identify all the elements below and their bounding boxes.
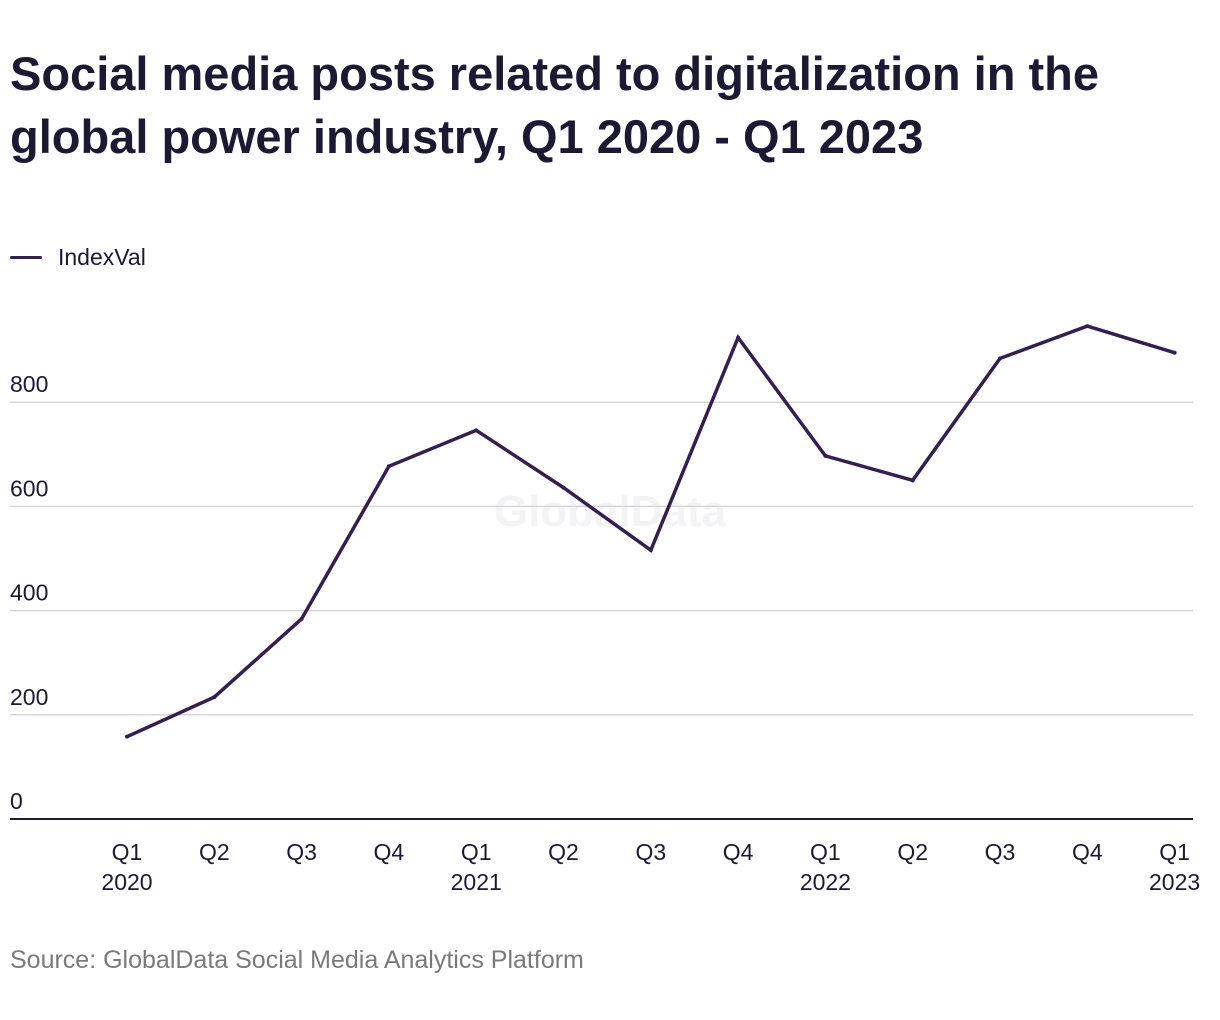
x-tick-label: Q4 xyxy=(374,839,405,865)
x-tick-label: Q3 xyxy=(286,839,317,865)
y-tick-label: 600 xyxy=(10,475,48,501)
y-tick-label: 200 xyxy=(10,684,48,710)
x-tick-label: Q1 xyxy=(810,839,841,865)
data-point xyxy=(474,428,479,433)
source-note: Source: GlobalData Social Media Analytic… xyxy=(10,946,584,974)
y-tick-label: 800 xyxy=(10,371,48,397)
x-tick-year-label: 2021 xyxy=(451,869,502,895)
y-tick-label: 0 xyxy=(10,788,23,814)
legend-label: IndexVal xyxy=(58,243,146,270)
y-tick-label: 400 xyxy=(10,580,48,606)
chart-legend: IndexVal xyxy=(10,243,146,271)
x-tick-year-label: 2023 xyxy=(1149,869,1200,895)
x-tick-year-label: 2022 xyxy=(800,869,851,895)
data-point xyxy=(386,464,391,469)
data-point xyxy=(1085,324,1090,329)
legend-swatch xyxy=(10,255,42,259)
x-tick-label: Q3 xyxy=(985,839,1016,865)
x-tick-label: Q4 xyxy=(1072,839,1103,865)
x-tick-label: Q2 xyxy=(897,839,928,865)
x-tick-label: Q1 xyxy=(461,839,492,865)
x-tick-label: Q2 xyxy=(548,839,579,865)
data-point xyxy=(125,734,129,739)
watermark: GlobalData xyxy=(494,487,727,536)
x-tick-label: Q2 xyxy=(199,839,230,865)
data-point xyxy=(910,478,915,483)
x-tick-label: Q3 xyxy=(635,839,666,865)
data-point xyxy=(561,485,566,490)
data-point xyxy=(648,548,653,553)
data-point xyxy=(299,616,304,621)
data-point xyxy=(998,356,1002,361)
data-point xyxy=(1172,350,1177,355)
chart-title: Social media posts related to digitaliza… xyxy=(10,47,1100,163)
data-point xyxy=(823,453,828,458)
x-tick-label: Q4 xyxy=(723,839,754,865)
x-tick-label: Q1 xyxy=(1159,839,1190,865)
x-tick-label: Q1 xyxy=(112,839,143,865)
data-point xyxy=(212,695,217,700)
x-tick-year-label: 2020 xyxy=(101,869,152,895)
data-point xyxy=(736,335,741,340)
